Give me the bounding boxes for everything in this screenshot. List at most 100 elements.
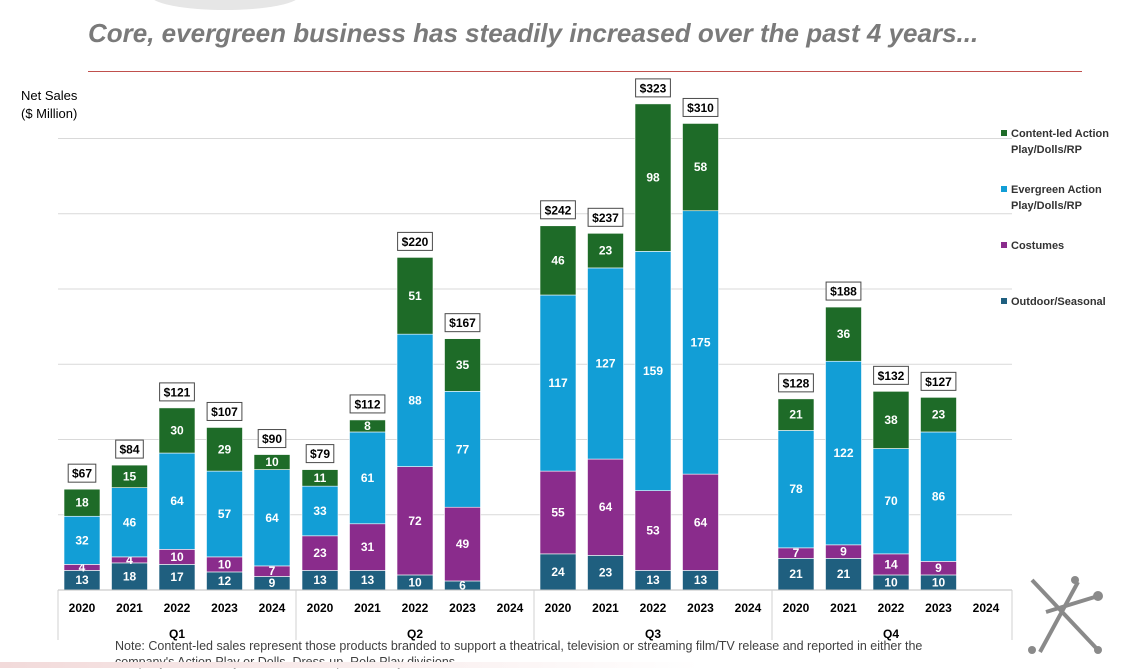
- bar-value-label: 57: [218, 507, 232, 521]
- total-label-box: [873, 365, 909, 385]
- chart-bars: 1343218$671844615$8417106430$12112105729…: [63, 78, 957, 592]
- bar-segment: [253, 454, 291, 470]
- bar-value-label: 53: [646, 524, 660, 538]
- x-tick-label: 2021: [354, 601, 381, 615]
- bar-value-label: 31: [361, 540, 375, 554]
- bar-segment: [111, 487, 148, 558]
- bar-segment: [634, 251, 672, 491]
- x-tick-label: 2023: [687, 601, 714, 615]
- bar-value-label: 4: [79, 560, 86, 574]
- bar-value-label: 23: [932, 408, 946, 422]
- total-value-label: $188: [830, 285, 857, 299]
- bar-segment: [682, 473, 719, 571]
- bar-value-label: 9: [935, 561, 942, 575]
- bar-value-label: 12: [218, 574, 232, 588]
- total-label-box: [920, 371, 957, 391]
- bar-segment: [634, 103, 672, 252]
- total-value-label: $107: [211, 405, 238, 419]
- x-tick-label: 2022: [878, 601, 905, 615]
- bar-value-label: 13: [646, 573, 660, 587]
- bar-value-label: 23: [313, 546, 327, 560]
- bar-value-label: 88: [408, 393, 422, 407]
- bar-segment: [301, 485, 339, 537]
- bar-value-label: 10: [932, 575, 946, 589]
- header-decoration: [150, 0, 300, 10]
- bar-segment: [825, 306, 862, 362]
- total-value-label: $127: [925, 375, 952, 389]
- bar-segment: [587, 267, 624, 460]
- bar-value-label: 11: [314, 471, 327, 485]
- legend-swatch: [1001, 242, 1007, 248]
- total-value-label: $242: [545, 203, 572, 217]
- total-label-box: [682, 97, 719, 117]
- bar-value-label: 72: [408, 514, 422, 528]
- total-label-box: [159, 382, 195, 402]
- bar-segment: [682, 123, 719, 212]
- x-tick-label: 2021: [592, 601, 619, 615]
- bar-segment: [587, 555, 624, 591]
- x-tick-label: 2020: [307, 601, 334, 615]
- x-tick-label: 2020: [545, 601, 572, 615]
- bar-segment: [349, 431, 386, 525]
- footer-band: [0, 662, 700, 668]
- bar-segment: [682, 210, 719, 475]
- bar-value-label: 10: [265, 455, 279, 469]
- bar-value-label: 36: [837, 327, 851, 341]
- bar-value-label: 64: [694, 515, 708, 529]
- bar-segment: [444, 338, 481, 392]
- bar-value-label: 10: [884, 575, 898, 589]
- bar-value-label: 98: [646, 171, 660, 185]
- bar-value-label: 38: [884, 413, 898, 427]
- x-tick-label: 2024: [973, 601, 1000, 615]
- bar-segment: [777, 430, 815, 549]
- quarter-group-label: Q1: [169, 627, 185, 641]
- bar-value-label: 13: [75, 573, 89, 587]
- bar-segment: [158, 452, 196, 550]
- bar-value-label: 77: [456, 442, 470, 456]
- legend-label: Evergreen Action: [1011, 184, 1102, 196]
- bar-value-label: 175: [690, 335, 710, 349]
- bar-segment: [444, 506, 481, 582]
- chart-axes: 2020 2021 2022 2023 2024 Q1 2020 2021 2022 2023 20…: [57, 589, 1013, 641]
- x-tick-label: 2020: [783, 601, 810, 615]
- bar-segment: [825, 360, 862, 546]
- bar-value-label: 23: [599, 244, 613, 258]
- y-axis-label: Net Sales ($ Million): [21, 87, 77, 123]
- bar-value-label: 122: [833, 446, 853, 460]
- bar-value-label: 10: [170, 550, 184, 564]
- bar-value-label: 64: [599, 500, 613, 514]
- bar-segment: [587, 458, 624, 556]
- bar-value-label: 24: [551, 565, 565, 579]
- bar-value-label: 70: [884, 494, 898, 508]
- total-value-label: $112: [354, 397, 380, 411]
- total-value-label: $121: [164, 385, 191, 399]
- x-tick-label: 2023: [925, 601, 952, 615]
- bar-value-label: 29: [218, 442, 232, 456]
- bar-value-label: 32: [75, 533, 89, 547]
- bar-value-label: 21: [789, 567, 803, 581]
- x-tick-label: 2021: [116, 601, 143, 615]
- bar-segment: [111, 464, 148, 488]
- bar-value-label: 127: [595, 356, 615, 370]
- bar-value-label: 30: [170, 423, 184, 437]
- bar-segment: [349, 419, 386, 433]
- x-tick-label: 2023: [449, 601, 476, 615]
- total-value-label: $310: [687, 101, 714, 115]
- bar-value-label: 78: [789, 482, 803, 496]
- bar-value-label: 117: [548, 376, 568, 390]
- total-label-box: [206, 401, 243, 421]
- legend-label-line2: Play/Dolls/RP: [1011, 144, 1082, 156]
- bar-segment: [825, 558, 862, 591]
- x-tick-label: 2020: [69, 601, 96, 615]
- total-label-box: [115, 439, 144, 459]
- x-tick-label: 2024: [259, 601, 286, 615]
- bar-segment: [539, 294, 577, 472]
- bar-value-label: 9: [269, 576, 276, 590]
- bar-segment: [539, 225, 577, 296]
- bar-value-label: 35: [456, 358, 470, 372]
- total-value-label: $132: [878, 369, 905, 383]
- legend-label: Outdoor/Seasonal: [1011, 296, 1106, 308]
- bar-value-label: 55: [551, 505, 565, 519]
- bar-value-label: 49: [456, 537, 470, 551]
